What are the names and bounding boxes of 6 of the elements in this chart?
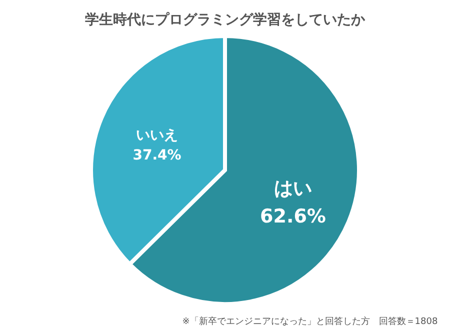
slice-label: いいえ xyxy=(136,128,178,144)
data-label: 62.6% xyxy=(260,205,326,228)
data-label: 37.4% xyxy=(132,148,182,164)
text: ※「新卒でエンジニアになった」と回答した方 回答数＝1808 xyxy=(182,316,438,327)
chart-title: 学生時代にプログラミング学習をしていたか xyxy=(85,11,366,28)
slice-label: はい xyxy=(274,177,312,200)
